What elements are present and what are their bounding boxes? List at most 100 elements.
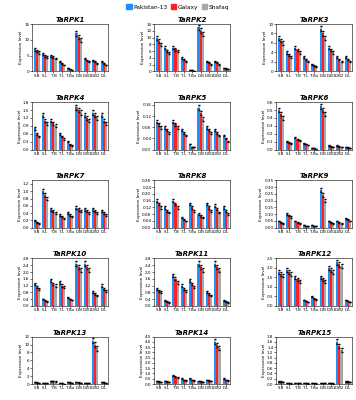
- Bar: [324, 281, 326, 306]
- Bar: [282, 276, 284, 306]
- Bar: [225, 69, 227, 71]
- Bar: [105, 215, 107, 228]
- Bar: [345, 300, 347, 306]
- Bar: [174, 279, 177, 306]
- Y-axis label: Expression level: Expression level: [19, 344, 23, 377]
- Bar: [324, 114, 326, 150]
- Bar: [225, 138, 227, 150]
- Bar: [336, 146, 339, 150]
- Bar: [328, 268, 330, 306]
- Bar: [44, 383, 46, 384]
- Bar: [324, 383, 326, 384]
- Title: TaRPK8: TaRPK8: [178, 173, 207, 179]
- Bar: [297, 383, 299, 384]
- Bar: [59, 62, 61, 71]
- Bar: [103, 120, 105, 150]
- Bar: [63, 139, 65, 150]
- Bar: [78, 382, 80, 384]
- Y-axis label: Expression level: Expression level: [18, 266, 22, 299]
- Bar: [193, 211, 195, 228]
- Bar: [69, 69, 71, 71]
- Bar: [227, 141, 229, 150]
- Bar: [330, 222, 332, 228]
- Bar: [307, 62, 309, 71]
- Bar: [294, 221, 297, 228]
- Bar: [208, 63, 210, 71]
- Bar: [67, 68, 69, 71]
- Bar: [321, 195, 324, 228]
- Y-axis label: Expression level: Expression level: [259, 187, 263, 221]
- Bar: [321, 383, 324, 384]
- Bar: [201, 119, 204, 150]
- Bar: [174, 124, 177, 150]
- Bar: [320, 383, 321, 384]
- Bar: [288, 142, 290, 150]
- Bar: [347, 220, 349, 228]
- Bar: [225, 211, 227, 228]
- Bar: [156, 201, 158, 228]
- Bar: [92, 210, 94, 228]
- Bar: [86, 211, 88, 228]
- Bar: [63, 287, 65, 306]
- Bar: [286, 270, 288, 306]
- Bar: [280, 114, 282, 150]
- Title: TaRPK14: TaRPK14: [175, 330, 209, 336]
- Bar: [183, 60, 185, 71]
- Bar: [198, 27, 200, 71]
- Bar: [36, 287, 38, 306]
- Bar: [216, 267, 219, 306]
- Bar: [36, 222, 38, 228]
- Bar: [42, 115, 44, 150]
- Bar: [80, 270, 82, 306]
- Bar: [168, 53, 170, 71]
- Bar: [290, 274, 292, 306]
- Bar: [33, 220, 36, 228]
- Bar: [315, 149, 318, 150]
- Bar: [71, 383, 73, 384]
- Title: TaRPK6: TaRPK6: [300, 95, 329, 101]
- Bar: [156, 289, 158, 306]
- Bar: [44, 301, 46, 306]
- Bar: [227, 214, 229, 228]
- Bar: [59, 215, 61, 228]
- Bar: [156, 122, 158, 150]
- Bar: [297, 50, 299, 71]
- Y-axis label: Expression level: Expression level: [262, 109, 266, 142]
- Bar: [313, 148, 315, 150]
- Bar: [282, 118, 284, 150]
- Bar: [75, 34, 78, 71]
- Bar: [75, 208, 78, 228]
- Bar: [200, 113, 201, 150]
- Bar: [46, 123, 48, 150]
- Bar: [42, 299, 44, 306]
- Bar: [38, 289, 40, 306]
- Bar: [200, 31, 201, 71]
- Bar: [328, 221, 330, 228]
- Bar: [340, 62, 342, 71]
- Bar: [156, 38, 158, 71]
- Bar: [59, 383, 61, 384]
- Bar: [290, 143, 292, 150]
- Bar: [164, 381, 166, 384]
- Bar: [61, 136, 63, 150]
- Bar: [303, 57, 305, 71]
- Bar: [349, 302, 351, 306]
- Bar: [103, 64, 105, 71]
- Bar: [44, 195, 46, 228]
- Bar: [71, 70, 73, 71]
- Bar: [321, 279, 324, 306]
- Bar: [181, 130, 183, 150]
- Bar: [227, 302, 229, 306]
- Bar: [206, 61, 208, 71]
- Title: TaRPK10: TaRPK10: [53, 251, 87, 257]
- Bar: [177, 282, 179, 306]
- Bar: [94, 115, 96, 150]
- Bar: [50, 56, 52, 71]
- Y-axis label: Expression level: Expression level: [18, 187, 22, 221]
- Bar: [349, 382, 351, 384]
- Bar: [168, 382, 170, 384]
- Bar: [280, 382, 282, 384]
- Bar: [36, 382, 38, 384]
- Bar: [339, 222, 340, 228]
- Bar: [315, 67, 318, 71]
